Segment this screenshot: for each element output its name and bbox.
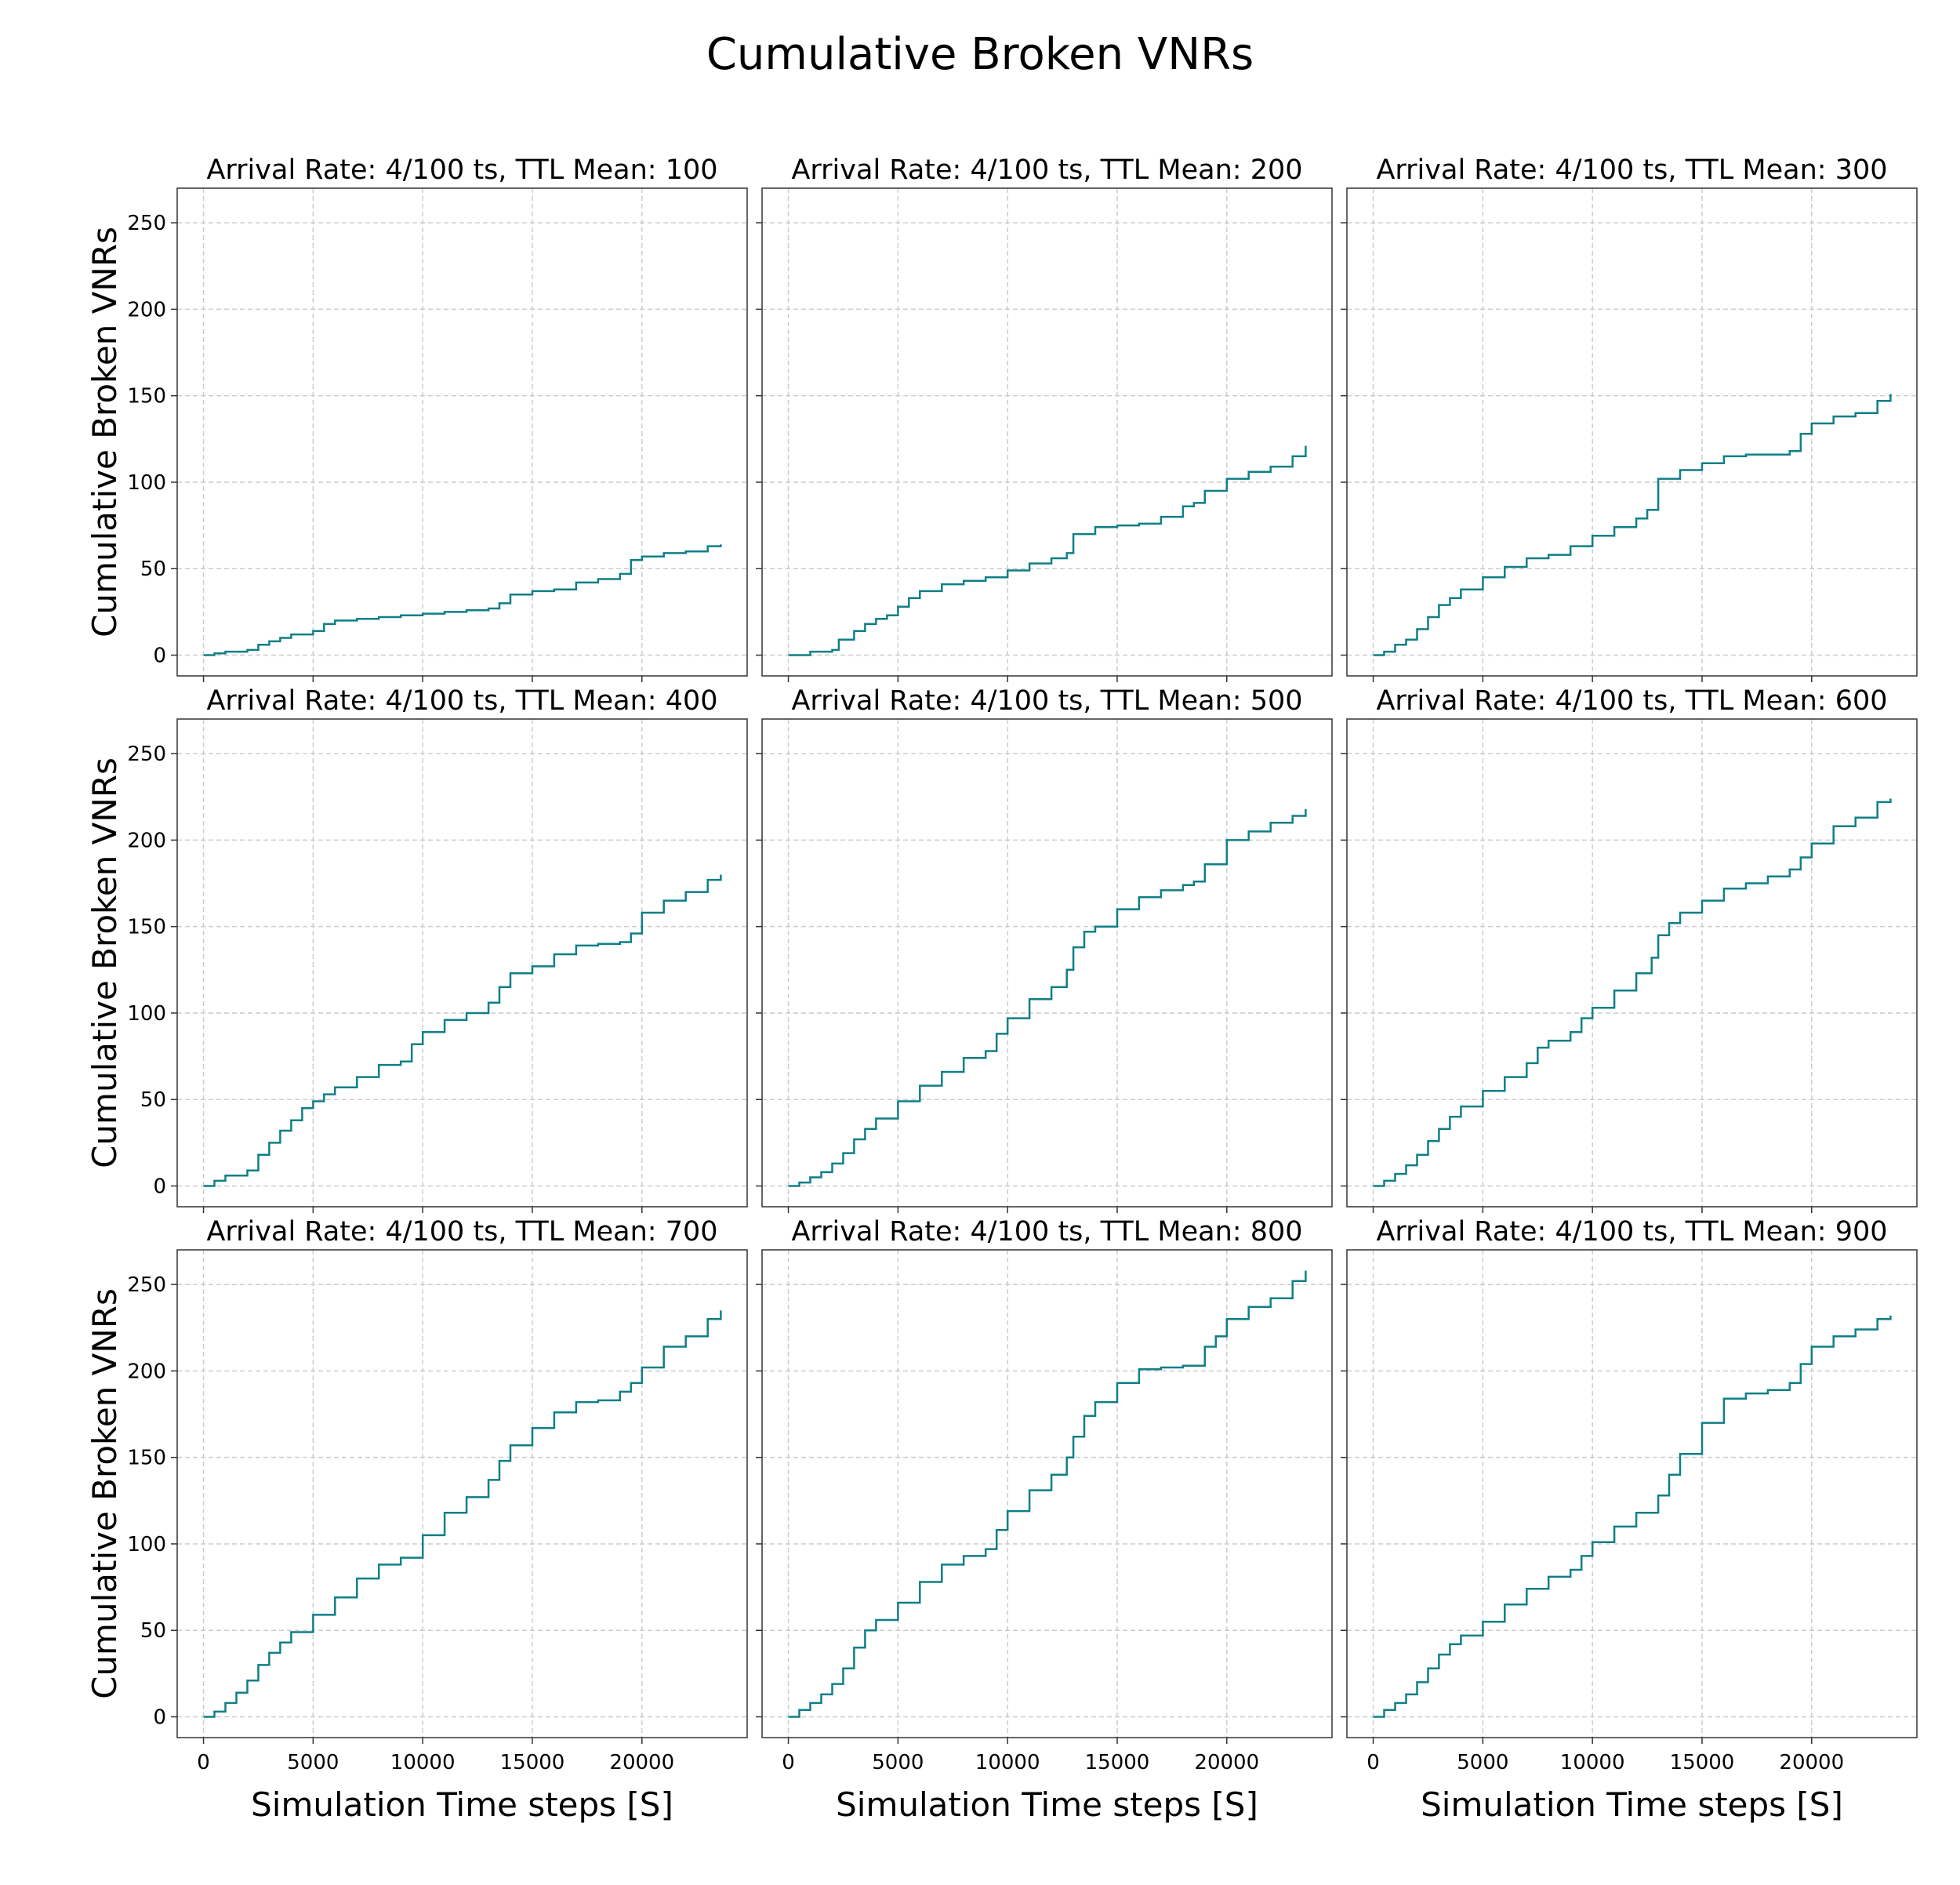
subplot-title: Arrival Rate: 4/100 ts, TTL Mean: 500 bbox=[791, 685, 1302, 717]
y-tick-label: 50 bbox=[140, 558, 166, 581]
plot-frame bbox=[176, 187, 748, 677]
x-tick-label: 0 bbox=[782, 1751, 795, 1774]
figure-title: Cumulative Broken VNRs bbox=[706, 29, 1254, 80]
plot-frame bbox=[176, 1249, 748, 1738]
series-line bbox=[203, 1310, 722, 1718]
x-axis-label: Simulation Time steps [S] bbox=[836, 1785, 1258, 1824]
subplot-title: Arrival Rate: 4/100 ts, TTL Mean: 300 bbox=[1376, 154, 1887, 186]
y-tick-label: 0 bbox=[153, 645, 166, 668]
y-tick-label: 200 bbox=[127, 298, 166, 321]
x-tick-label: 5000 bbox=[872, 1751, 924, 1774]
y-axis-label: Cumulative Broken VNRs bbox=[85, 757, 124, 1168]
y-tick-label: 50 bbox=[140, 1619, 166, 1643]
series-line bbox=[788, 808, 1307, 1187]
x-tick-label: 10000 bbox=[1560, 1751, 1625, 1774]
subplot-9: 0 5000 10000 15000 20000 Arrival Rate: 4/100 … bbox=[1341, 1216, 1918, 1824]
y-tick-label: 200 bbox=[127, 1360, 166, 1383]
x-tick-label: 10000 bbox=[975, 1751, 1040, 1774]
subplot-5: Arrival Rate: 4/100 ts, TTL Mean: 500 bbox=[756, 685, 1333, 1213]
x-tick-label: 20000 bbox=[1779, 1751, 1844, 1774]
y-axis-label: Cumulative Broken VNRs bbox=[85, 227, 124, 637]
subplot-8: 0 5000 10000 15000 20000 Arrival Rate: 4/100 … bbox=[756, 1216, 1333, 1824]
y-tick-label: 0 bbox=[153, 1175, 166, 1199]
y-tick-label: 250 bbox=[127, 743, 166, 766]
x-tick-label: 20000 bbox=[609, 1751, 674, 1774]
subplot-4: 0 50 100 150 200 250 Arrival Rate: 4/100 ts, T… bbox=[85, 685, 748, 1213]
series-line bbox=[788, 445, 1307, 656]
y-tick-label: 0 bbox=[153, 1706, 166, 1730]
y-tick-label: 250 bbox=[127, 212, 166, 235]
x-tick-label: 15000 bbox=[1670, 1751, 1735, 1774]
subplot-2: Arrival Rate: 4/100 ts, TTL Mean: 200 bbox=[756, 154, 1333, 682]
x-tick-label: 5000 bbox=[1457, 1751, 1508, 1774]
x-axis-label: Simulation Time steps [S] bbox=[1421, 1785, 1843, 1824]
y-tick-label: 200 bbox=[127, 829, 166, 852]
x-tick-label: 15000 bbox=[1085, 1751, 1150, 1774]
plot-frame bbox=[761, 718, 1333, 1208]
subplot-title: Arrival Rate: 4/100 ts, TTL Mean: 800 bbox=[791, 1216, 1302, 1248]
plot-frame bbox=[761, 1249, 1333, 1738]
subplot-title: Arrival Rate: 4/100 ts, TTL Mean: 700 bbox=[206, 1216, 717, 1248]
series-line bbox=[1373, 1315, 1892, 1718]
subplot-6: Arrival Rate: 4/100 ts, TTL Mean: 600 bbox=[1341, 685, 1918, 1213]
y-tick-label: 250 bbox=[127, 1273, 166, 1297]
y-axis-label: Cumulative Broken VNRs bbox=[85, 1288, 124, 1699]
subplot-title: Arrival Rate: 4/100 ts, TTL Mean: 400 bbox=[206, 685, 717, 717]
subplot-title: Arrival Rate: 4/100 ts, TTL Mean: 600 bbox=[1376, 685, 1887, 717]
y-tick-label: 50 bbox=[140, 1088, 166, 1112]
x-tick-label: 15000 bbox=[500, 1751, 565, 1774]
y-tick-label: 100 bbox=[127, 471, 166, 495]
x-tick-label: 20000 bbox=[1194, 1751, 1259, 1774]
y-tick-label: 100 bbox=[127, 1533, 166, 1556]
subplot-3: Arrival Rate: 4/100 ts, TTL Mean: 300 bbox=[1341, 154, 1918, 682]
y-tick-label: 150 bbox=[127, 385, 166, 409]
x-axis-label: Simulation Time steps [S] bbox=[251, 1785, 673, 1824]
x-tick-label: 0 bbox=[197, 1751, 210, 1774]
subplot-7: 0 5000 10000 15000 20000 0 50 100 150 200 250 Arriv… bbox=[85, 1216, 748, 1824]
panels: 0 50 100 150 200 250 Arrival Rate: 4/100 ts, T… bbox=[85, 154, 1918, 1824]
y-tick-label: 100 bbox=[127, 1002, 166, 1026]
series-line bbox=[1373, 798, 1892, 1187]
series-line bbox=[203, 544, 722, 656]
subplot-title: Arrival Rate: 4/100 ts, TTL Mean: 900 bbox=[1376, 1216, 1887, 1248]
x-tick-label: 10000 bbox=[390, 1751, 456, 1774]
subplot-1: 0 50 100 150 200 250 Arrival Rate: 4/100 ts, T… bbox=[85, 154, 748, 682]
plot-frame bbox=[761, 187, 1333, 677]
y-tick-label: 150 bbox=[127, 1447, 166, 1470]
series-line bbox=[1373, 394, 1892, 656]
x-tick-label: 0 bbox=[1367, 1751, 1380, 1774]
series-line bbox=[788, 1270, 1307, 1718]
subplot-title: Arrival Rate: 4/100 ts, TTL Mean: 100 bbox=[206, 154, 717, 186]
plot-frame bbox=[176, 718, 748, 1208]
series-line bbox=[203, 874, 722, 1187]
y-tick-label: 150 bbox=[127, 916, 166, 939]
plot-frame bbox=[1346, 187, 1918, 677]
plot-frame bbox=[1346, 718, 1918, 1208]
plot-frame bbox=[1346, 1249, 1918, 1738]
x-tick-label: 5000 bbox=[287, 1751, 339, 1774]
subplot-title: Arrival Rate: 4/100 ts, TTL Mean: 200 bbox=[791, 154, 1302, 186]
